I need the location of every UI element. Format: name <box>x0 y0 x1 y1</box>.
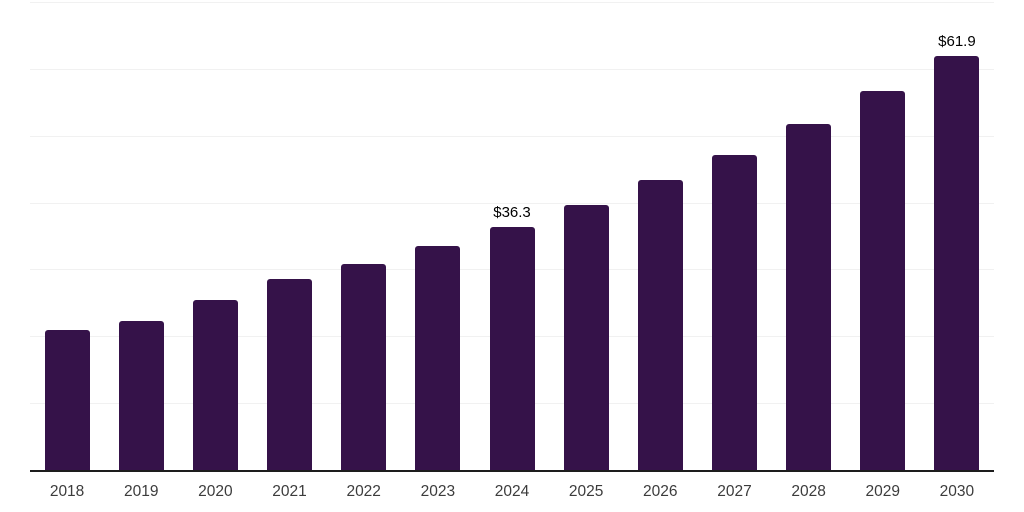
x-tick-label-2026: 2026 <box>643 483 678 500</box>
data-label-2024: $36.3 <box>493 204 531 222</box>
gridline-70 <box>30 2 994 3</box>
x-tick-label-2030: 2030 <box>939 483 975 500</box>
bar-2019 <box>118 320 164 470</box>
bar-2020 <box>192 300 238 470</box>
bar-2026 <box>637 179 683 470</box>
x-tick-label-2020: 2020 <box>198 483 233 500</box>
bar-2029 <box>860 90 906 470</box>
bar-2028 <box>786 124 832 470</box>
bar-2030 <box>934 56 980 470</box>
bar-2018 <box>44 330 90 470</box>
bar-2021 <box>267 278 313 470</box>
x-tick-label-2021: 2021 <box>272 483 307 500</box>
gridline-50 <box>30 135 994 137</box>
bar-2022 <box>341 264 387 470</box>
x-tick-label-2028: 2028 <box>791 483 826 500</box>
bar-2024 <box>489 227 535 470</box>
x-tick-label-2019: 2019 <box>123 483 159 500</box>
x-tick-label-2027: 2027 <box>717 483 752 500</box>
gridline-40 <box>30 202 994 204</box>
data-label-2030: $61.9 <box>938 33 976 51</box>
plot-area: $36.3 $61.9 <box>30 2 994 472</box>
x-tick-label-2022: 2022 <box>346 483 381 500</box>
bar-2023 <box>415 246 461 470</box>
bar-2025 <box>563 205 609 470</box>
gridline-60 <box>30 68 994 70</box>
x-tick-label-2024: 2024 <box>494 483 530 500</box>
x-tick-label-2018: 2018 <box>49 483 85 500</box>
x-tick-label-2029: 2029 <box>865 483 901 500</box>
x-tick-label-2023: 2023 <box>420 483 456 500</box>
x-axis-line <box>30 470 994 472</box>
bar-2027 <box>711 155 757 470</box>
x-tick-label-2025: 2025 <box>568 483 604 500</box>
